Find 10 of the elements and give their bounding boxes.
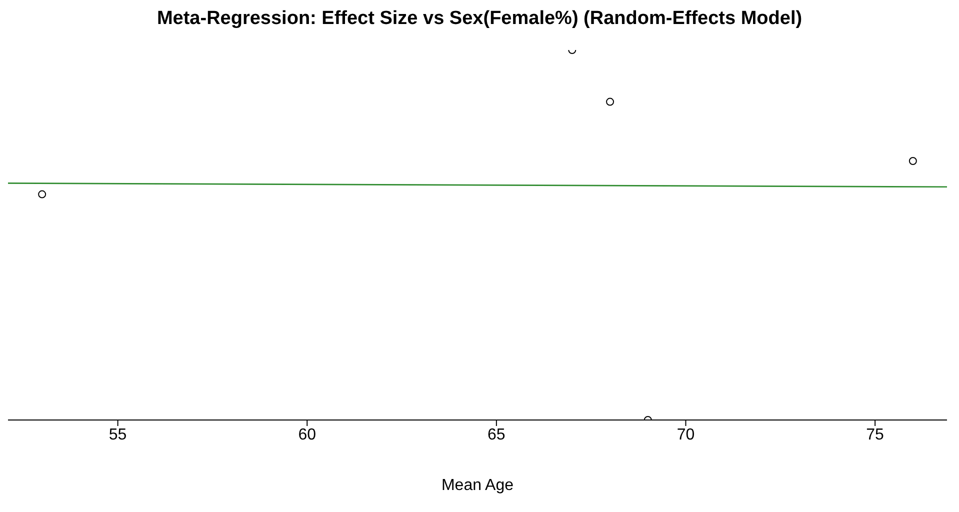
chart-title: Meta-Regression: Effect Size vs Sex(Female%) (Random-Effects Model) bbox=[156, 8, 804, 30]
x-tick-label: 70 bbox=[676, 426, 695, 444]
x-tick-label: 60 bbox=[298, 426, 316, 444]
point bbox=[38, 190, 46, 198]
x-tick-label: 55 bbox=[108, 426, 127, 444]
x-tick-label: 65 bbox=[488, 426, 506, 444]
x-axis-title: Mean Age bbox=[441, 477, 514, 494]
x-tick-label: 75 bbox=[866, 426, 884, 444]
point bbox=[606, 98, 614, 106]
point bbox=[908, 157, 917, 165]
